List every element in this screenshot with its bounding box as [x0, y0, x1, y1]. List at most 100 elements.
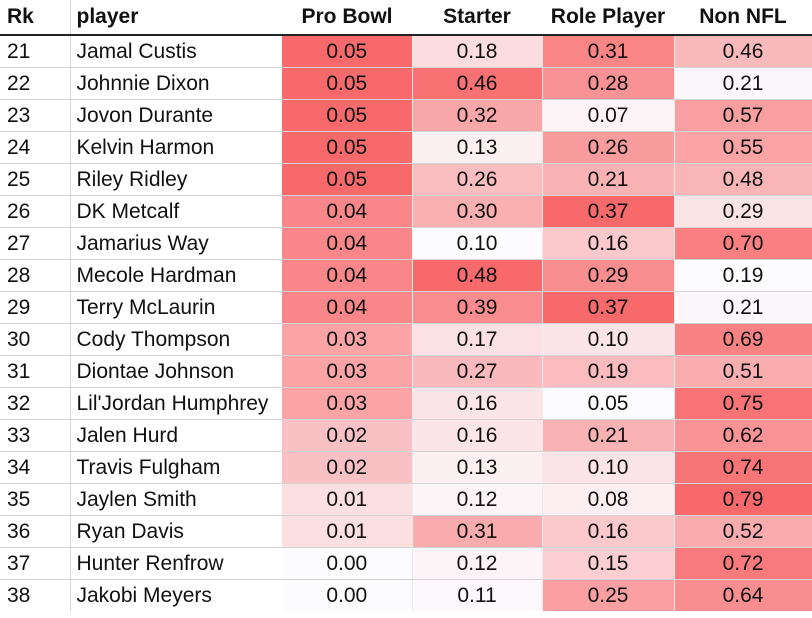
cell-starter: 0.12	[412, 547, 543, 580]
cell-player: Ryan Davis	[70, 515, 282, 548]
cell-role-player: 0.28	[542, 67, 675, 100]
cell-pro-bowl: 0.02	[282, 451, 413, 484]
cell-rk: 34	[0, 451, 71, 484]
cell-non-nfl: 0.70	[674, 227, 812, 260]
cell-player: Johnnie Dixon	[70, 67, 282, 100]
cell-non-nfl: 0.57	[674, 99, 812, 132]
cell-starter: 0.32	[412, 99, 543, 132]
cell-pro-bowl: 0.04	[282, 259, 413, 292]
table-row: 38 Jakobi Meyers 0.00 0.11 0.25 0.64	[0, 579, 812, 611]
cell-player: Jaylen Smith	[70, 483, 282, 516]
cell-rk: 23	[0, 99, 71, 132]
cell-player: Jakobi Meyers	[76, 583, 212, 607]
cell-rk: 35	[0, 483, 71, 516]
cell-pro-bowl: 0.04	[282, 195, 413, 228]
cell-player: Cody Thompson	[70, 323, 282, 356]
cell-non-nfl: 0.75	[674, 387, 812, 420]
cell-player: Mecole Hardman	[70, 259, 282, 292]
table-row: 22 Johnnie Dixon 0.05 0.46 0.28 0.21	[0, 67, 812, 100]
header-role-player: Role Player	[542, 0, 674, 36]
cell-role-player: 0.05	[542, 387, 675, 420]
cell-starter: 0.46	[412, 67, 543, 100]
table-row: 25 Riley Ridley 0.05 0.26 0.21 0.48	[0, 163, 812, 196]
header-rk: Rk	[0, 0, 71, 36]
table-row: 28 Mecole Hardman 0.04 0.48 0.29 0.19	[0, 259, 812, 292]
cell-role-player: 0.21	[542, 419, 675, 452]
cell-rk: 38	[0, 579, 71, 611]
table-row: 26 DK Metcalf 0.04 0.30 0.37 0.29	[0, 195, 812, 228]
cell-pro-bowl: 0.05	[282, 131, 413, 164]
cell-role-player: 0.26	[542, 131, 675, 164]
cell-player: DK Metcalf	[70, 195, 282, 228]
cell-role-player: 0.29	[542, 259, 675, 292]
cell-non-nfl: 0.69	[674, 323, 812, 356]
cell-pro-bowl: 0.03	[282, 387, 413, 420]
cell-starter: 0.13	[412, 451, 543, 484]
cell-pro-bowl: 0.01	[282, 483, 413, 516]
cell-non-nfl: 0.74	[674, 451, 812, 484]
table-row: 24 Kelvin Harmon 0.05 0.13 0.26 0.55	[0, 131, 812, 164]
cell-pro-bowl: 0.00	[282, 547, 413, 580]
cell-role-player: 0.15	[542, 547, 675, 580]
cell-pro-bowl: 0.05	[282, 163, 413, 196]
cell-player: Kelvin Harmon	[70, 131, 282, 164]
cell-rk: 32	[0, 387, 71, 420]
cell-player: Travis Fulgham	[70, 451, 282, 484]
cell-pro-bowl: 0.00	[282, 579, 413, 611]
cell-rk: 27	[0, 227, 71, 260]
table-row: 27 Jamarius Way 0.04 0.10 0.16 0.70	[0, 227, 812, 260]
cell-starter: 0.10	[412, 227, 543, 260]
cell-role-player: 0.21	[542, 163, 675, 196]
cell-non-nfl: 0.29	[674, 195, 812, 228]
cell-rk: 33	[0, 419, 71, 452]
cell-role-player: 0.16	[542, 515, 675, 548]
table-row: 36 Ryan Davis 0.01 0.31 0.16 0.52	[0, 515, 812, 548]
table-body: 21 Jamal Custis 0.05 0.18 0.31 0.46 22 Johnnie …	[0, 35, 812, 611]
table-row: 31 Diontae Johnson 0.03 0.27 0.19 0.51	[0, 355, 812, 388]
cell-pro-bowl: 0.01	[282, 515, 413, 548]
cell-starter: 0.17	[412, 323, 543, 356]
cell-non-nfl: 0.64	[674, 579, 812, 611]
cell-player: Jovon Durante	[70, 99, 282, 132]
cell-rk: 37	[0, 547, 71, 580]
cell-pro-bowl: 0.02	[282, 419, 413, 452]
cell-non-nfl: 0.21	[674, 291, 812, 324]
table-row: 29 Terry McLaurin 0.04 0.39 0.37 0.21	[0, 291, 812, 324]
table-row: 21 Jamal Custis 0.05 0.18 0.31 0.46	[0, 35, 812, 68]
cell-role-player: 0.10	[542, 323, 675, 356]
table-row: 37 Hunter Renfrow 0.00 0.12 0.15 0.72	[0, 547, 812, 580]
cell-non-nfl: 0.48	[674, 163, 812, 196]
cell-role-player: 0.37	[542, 291, 675, 324]
cell-rk: 26	[0, 195, 71, 228]
cell-non-nfl: 0.46	[674, 35, 812, 68]
cell-player: Jalen Hurd	[70, 419, 282, 452]
cell-starter: 0.39	[412, 291, 543, 324]
cell-player: Jamarius Way	[70, 227, 282, 260]
cell-player: Riley Ridley	[70, 163, 282, 196]
cell-rk: 25	[0, 163, 71, 196]
cell-pro-bowl: 0.05	[282, 99, 413, 132]
cell-pro-bowl: 0.05	[282, 67, 413, 100]
table-row: 33 Jalen Hurd 0.02 0.16 0.21 0.62	[0, 419, 812, 452]
cell-starter: 0.31	[412, 515, 543, 548]
cell-starter: 0.27	[412, 355, 543, 388]
table-row: 32 Lil'Jordan Humphrey 0.03 0.16 0.05 0.75	[0, 387, 812, 420]
cell-pro-bowl: 0.03	[282, 323, 413, 356]
header-pro-bowl: Pro Bowl	[282, 0, 412, 36]
cell-rk: 36	[0, 515, 71, 548]
cell-rk: 28	[0, 259, 71, 292]
cell-non-nfl: 0.72	[674, 547, 812, 580]
cell-role-player: 0.19	[542, 355, 675, 388]
header-player: player	[70, 0, 282, 36]
cell-non-nfl: 0.62	[674, 419, 812, 452]
cell-player: Lil'Jordan Humphrey	[70, 387, 282, 420]
cell-pro-bowl: 0.03	[282, 355, 413, 388]
header-row: Rk player Pro Bowl Starter Role Player N…	[0, 0, 812, 36]
cell-starter: 0.16	[412, 419, 543, 452]
cell-role-player: 0.25	[542, 579, 675, 611]
cell-non-nfl: 0.51	[674, 355, 812, 388]
cell-role-player: 0.08	[542, 483, 675, 516]
cell-non-nfl: 0.19	[674, 259, 812, 292]
cell-non-nfl: 0.55	[674, 131, 812, 164]
